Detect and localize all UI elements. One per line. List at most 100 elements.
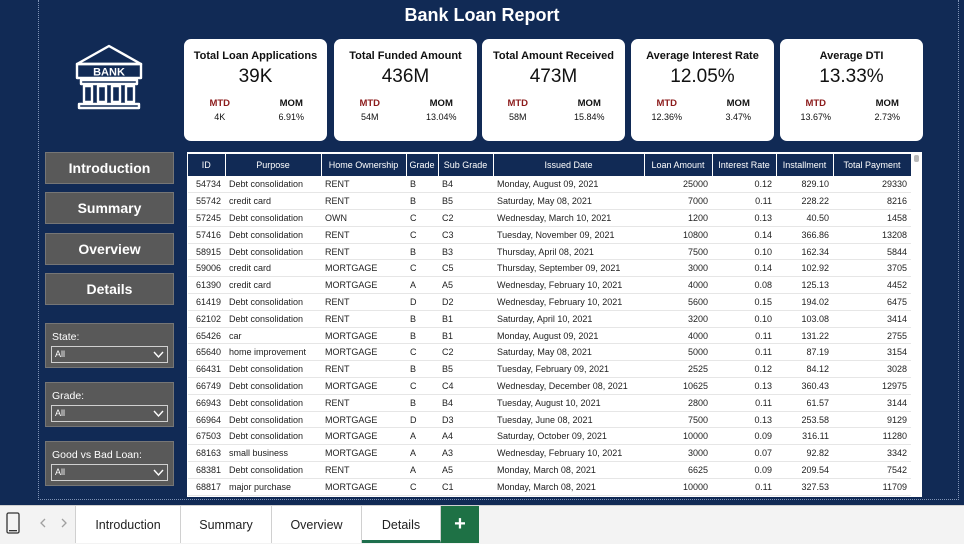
table-row[interactable]: 55742 credit card RENT B B5 Saturday, May 08,… [188,192,911,211]
table-cell: B [406,243,438,261]
nav-details-button[interactable]: Details [45,273,174,305]
table-cell: A [406,427,438,446]
table-row[interactable]: 68163 small business MORTGAGE A A3 Wednesday,… [188,444,911,463]
table-row[interactable]: 59006 credit card MORTGAGE C C5 Thursday, Sep… [188,259,911,278]
table-cell: 0.11 [712,327,776,345]
table-cell: B4 [438,394,493,412]
kpi-mom-label: MOM [577,98,601,109]
table-scrollbar[interactable] [913,152,919,497]
table-cell: C [406,343,438,362]
good-vs-bad-loan-dropdown[interactable]: All [51,464,168,481]
table-row[interactable]: 66431 Debt consolidation RENT B B5 Tuesday, F… [188,360,911,379]
table-cell: Debt consolidation [225,226,321,244]
nav-introduction-button[interactable]: Introduction [45,152,174,184]
phone-layout-icon[interactable] [6,512,20,534]
table-row[interactable]: 61419 Debt consolidation RENT D D2 Wednesday,… [188,293,911,311]
table-cell: 65426 [188,327,225,345]
tab-overview[interactable]: Overview [272,506,362,543]
kpi-mtd-label: MTD [805,98,827,109]
kpi-mom-label: MOM [875,98,899,109]
table-cell: 4000 [644,327,712,345]
table-cell: RENT [321,394,406,412]
table-cell: A4 [438,427,493,446]
table-cell: 68817 [188,478,225,496]
tab-details[interactable]: Details [362,506,441,543]
scrollbar-thumb[interactable] [914,155,919,162]
table-cell: 228.22 [776,192,833,211]
chevron-down-icon [153,410,164,418]
table-row[interactable]: 66943 Debt consolidation RENT B B4 Tuesday, A… [188,394,911,412]
grade-dropdown[interactable]: All [51,405,168,422]
table-cell: 3000 [644,444,712,463]
kpi-mom-label: MOM [726,98,750,109]
add-page-button[interactable]: + [441,506,479,543]
column-header[interactable]: Purpose [225,154,322,176]
table-cell: C [406,259,438,278]
column-header[interactable]: ID [188,154,226,176]
table-row[interactable]: 66964 Debt consolidation MORTGAGE D D3 Tuesda… [188,411,911,429]
kpi-value: 12.05% [670,66,735,87]
nav-summary-button[interactable]: Summary [45,192,174,224]
column-header[interactable]: Sub Grade [438,154,494,176]
table-cell: C [406,377,438,395]
table-cell: Monday, August 09, 2021 [493,327,644,345]
table-row[interactable]: 62102 Debt consolidation RENT B B1 Saturday, … [188,310,911,328]
table-cell: 366.86 [776,226,833,244]
column-header[interactable]: Home Ownership [321,154,407,176]
column-header[interactable]: Total Payment [833,154,912,176]
table-row[interactable]: 68817 major purchase MORTGAGE C C1 Monday, Ma… [188,478,911,496]
tab-summary[interactable]: Summary [181,506,272,543]
kpi-card-total-loan-applications: Total Loan Applications 39K MTD MOM 4K 6… [184,39,327,141]
table-cell: 8216 [833,192,911,211]
table-row[interactable]: 57416 Debt consolidation RENT C C3 Tuesday, N… [188,226,911,244]
table-cell: MORTGAGE [321,259,406,278]
chevron-left-icon[interactable] [39,518,47,528]
table-row[interactable]: 58915 Debt consolidation RENT B B3 Thursday, … [188,243,911,261]
table-cell: 1458 [833,209,911,227]
table-cell: RENT [321,226,406,244]
chevron-right-icon[interactable] [60,518,68,528]
table-row[interactable]: 68381 Debt consolidation RENT A A5 Monday, Ma… [188,461,911,479]
table-cell: C3 [438,226,493,244]
column-header[interactable]: Loan Amount [644,154,713,176]
table-cell: 3154 [833,343,911,362]
table-cell: Debt consolidation [225,411,321,429]
column-header[interactable]: Installment [776,154,834,176]
table-row[interactable]: 67503 Debt consolidation MORTGAGE A A4 Saturd… [188,427,911,446]
table-cell: C4 [438,377,493,395]
table-cell: 92.82 [776,444,833,463]
table-row[interactable]: 61390 credit card MORTGAGE A A5 Wednesday, Fe… [188,276,911,295]
table-row[interactable]: 57245 Debt consolidation OWN C C2 Wednesday, … [188,209,911,227]
table-cell: 2755 [833,327,911,345]
column-header[interactable]: Issued Date [493,154,645,176]
nav-overview-button[interactable]: Overview [45,233,174,265]
table-cell: 1200 [644,209,712,227]
kpi-card-total-amount-received: Total Amount Received 473M MTD MOM 58M 1… [482,39,625,141]
table-cell: 162.34 [776,243,833,261]
table-cell: 360.43 [776,377,833,395]
kpi-mtd-value: 4K [214,112,226,122]
good-vs-bad-loan-dropdown-value: All [55,467,66,477]
table-row[interactable]: 65426 car MORTGAGE B B1 Monday, August 09, 20… [188,327,911,345]
table-cell: RENT [321,461,406,479]
state-dropdown[interactable]: All [51,346,168,363]
column-header[interactable]: Grade [406,154,439,176]
table-row[interactable]: 65640 home improvement MORTGAGE C C2 Saturday… [188,343,911,362]
table-cell: major purchase [225,478,321,496]
table-cell: Tuesday, August 10, 2021 [493,394,644,412]
kpi-mom-value: 13.04% [425,112,457,122]
good-vs-bad-loan-slicer-label: Good vs Bad Loan: [52,449,142,461]
table-cell: 5600 [644,293,712,311]
tab-introduction[interactable]: Introduction [75,506,181,543]
table-cell: 66431 [188,360,225,379]
table-row[interactable]: 54734 Debt consolidation RENT B B4 Monday, Au… [188,176,911,194]
table-cell: 13208 [833,226,911,244]
table-cell: B5 [438,360,493,379]
table-cell: C5 [438,259,493,278]
table-cell: 68163 [188,444,225,463]
table-cell: 55742 [188,192,225,211]
table-cell: 0.11 [712,343,776,362]
table-cell: A [406,461,438,479]
table-row[interactable]: 66749 Debt consolidation MORTGAGE C C4 Wednes… [188,377,911,395]
column-header[interactable]: Interest Rate [712,154,777,176]
